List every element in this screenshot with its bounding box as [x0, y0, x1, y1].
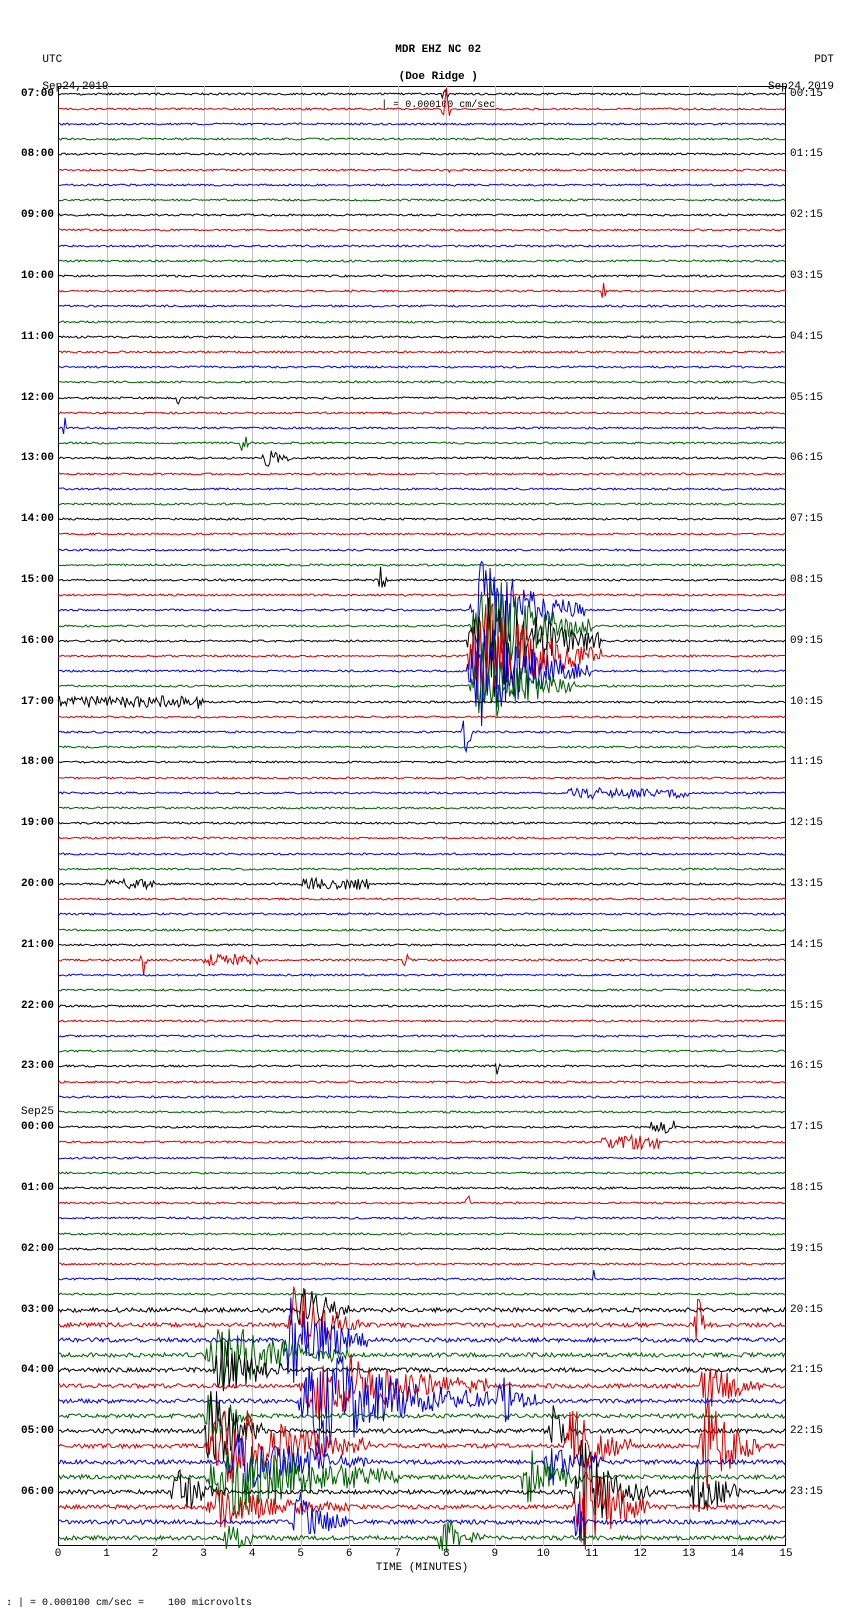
trace-svg	[58, 1478, 786, 1598]
time-label-left: 21:00	[21, 939, 54, 951]
footer-scale: ↕ | = 0.000100 cm/sec = 100 microvolts	[6, 1598, 252, 1609]
time-label-left: 22:00	[21, 1000, 54, 1012]
time-label-right: 01:15	[790, 148, 823, 160]
tz-right-label: PDT	[814, 54, 834, 66]
time-label-left: 04:00	[21, 1364, 54, 1376]
time-label-left: 01:00	[21, 1182, 54, 1194]
time-label-left: 06:00	[21, 1486, 54, 1498]
time-label-right: 21:15	[790, 1364, 823, 1376]
seismogram-plot: TIME (MINUTES) 012345678910111213141507:…	[58, 86, 786, 1546]
time-label-right: 22:15	[790, 1425, 823, 1437]
day-mark-left: Sep25	[21, 1106, 54, 1118]
seismogram-page: MDR EHZ NC 02 (Doe Ridge ) | = 0.000100 …	[0, 0, 850, 1613]
time-label-left: 05:00	[21, 1425, 54, 1437]
time-label-left: 09:00	[21, 209, 54, 221]
time-label-left: 02:00	[21, 1243, 54, 1255]
time-label-right: 08:15	[790, 574, 823, 586]
time-label-left: 19:00	[21, 817, 54, 829]
time-label-right: 06:15	[790, 452, 823, 464]
time-label-left: 18:00	[21, 756, 54, 768]
time-label-right: 13:15	[790, 878, 823, 890]
time-label-left: 15:00	[21, 574, 54, 586]
time-label-left: 20:00	[21, 878, 54, 890]
time-label-right: 12:15	[790, 817, 823, 829]
time-label-left: 23:00	[21, 1060, 54, 1072]
time-label-right: 05:15	[790, 392, 823, 404]
time-label-right: 18:15	[790, 1182, 823, 1194]
time-label-right: 07:15	[790, 513, 823, 525]
trace-line	[58, 1522, 786, 1552]
time-label-right: 17:15	[790, 1121, 823, 1133]
time-label-right: 20:15	[790, 1304, 823, 1316]
time-label-left: 13:00	[21, 452, 54, 464]
time-label-left: 00:00	[21, 1121, 54, 1133]
time-label-left: 11:00	[21, 331, 54, 343]
time-label-right: 10:15	[790, 696, 823, 708]
time-label-left: 16:00	[21, 635, 54, 647]
time-label-left: 12:00	[21, 392, 54, 404]
time-label-right: 03:15	[790, 270, 823, 282]
time-label-right: 23:15	[790, 1486, 823, 1498]
time-label-right: 02:15	[790, 209, 823, 221]
time-label-left: 17:00	[21, 696, 54, 708]
time-label-left: 07:00	[21, 88, 54, 100]
time-label-right: 14:15	[790, 939, 823, 951]
time-label-left: 14:00	[21, 513, 54, 525]
time-label-left: 10:00	[21, 270, 54, 282]
time-label-right: 16:15	[790, 1060, 823, 1072]
time-label-left: 03:00	[21, 1304, 54, 1316]
time-label-right: 09:15	[790, 635, 823, 647]
time-label-left: 08:00	[21, 148, 54, 160]
time-label-right: 15:15	[790, 1000, 823, 1012]
time-label-right: 11:15	[790, 756, 823, 768]
time-label-right: 00:15	[790, 88, 823, 100]
time-label-right: 19:15	[790, 1243, 823, 1255]
time-label-right: 04:15	[790, 331, 823, 343]
